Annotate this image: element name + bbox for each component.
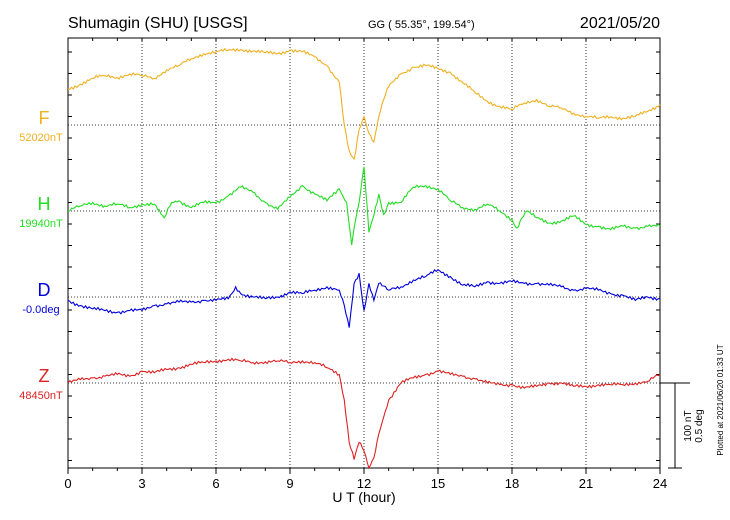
plotted-timestamp: Plotted at 2021/06/20 01:33 UT (716, 344, 725, 455)
axis-ticks: 0 3 6 9 12 15 18 21 24 (64, 38, 667, 491)
x-tick-label: 3 (138, 476, 145, 491)
component-baseline-h: 19940nT (19, 218, 63, 230)
component-baseline-z: 48450nT (19, 390, 63, 402)
grid (68, 38, 660, 468)
component-labels: F 52020nT H 19940nT D -0.0deg Z 48450nT (19, 108, 63, 402)
x-tick-label: 21 (579, 476, 593, 491)
x-tick-label: 18 (505, 476, 519, 491)
station-title: Shumagin (SHU) [USGS] (68, 15, 248, 32)
plot-frame (67, 37, 661, 469)
coordinates-label: GG ( 55.35°, 199.54°) (368, 19, 475, 31)
component-letter-d: D (38, 280, 51, 300)
x-axis-title: U T (hour) (332, 489, 395, 505)
series-line-h (68, 166, 661, 246)
x-tick-label: 24 (653, 476, 667, 491)
x-tick-label: 6 (212, 476, 219, 491)
date-label: 2021/05/20 (580, 15, 660, 32)
component-baseline-f: 52020nT (19, 132, 63, 144)
series-line-z (67, 357, 661, 470)
component-baseline-d: -0.0deg (22, 304, 59, 316)
series-lines (67, 47, 661, 470)
scale-nt-label: 100 nT (683, 410, 694, 441)
x-tick-label: 12 (357, 476, 371, 491)
x-tick-label: 15 (431, 476, 445, 491)
component-letter-z: Z (39, 366, 50, 386)
component-letter-h: H (38, 194, 51, 214)
scale-deg-label: 0.5 deg (694, 409, 705, 442)
series-line-f (67, 47, 661, 161)
x-tick-label: 9 (286, 476, 293, 491)
component-letter-f: F (39, 108, 50, 128)
x-tick-label: 0 (64, 476, 71, 491)
series-line-d (67, 269, 660, 328)
